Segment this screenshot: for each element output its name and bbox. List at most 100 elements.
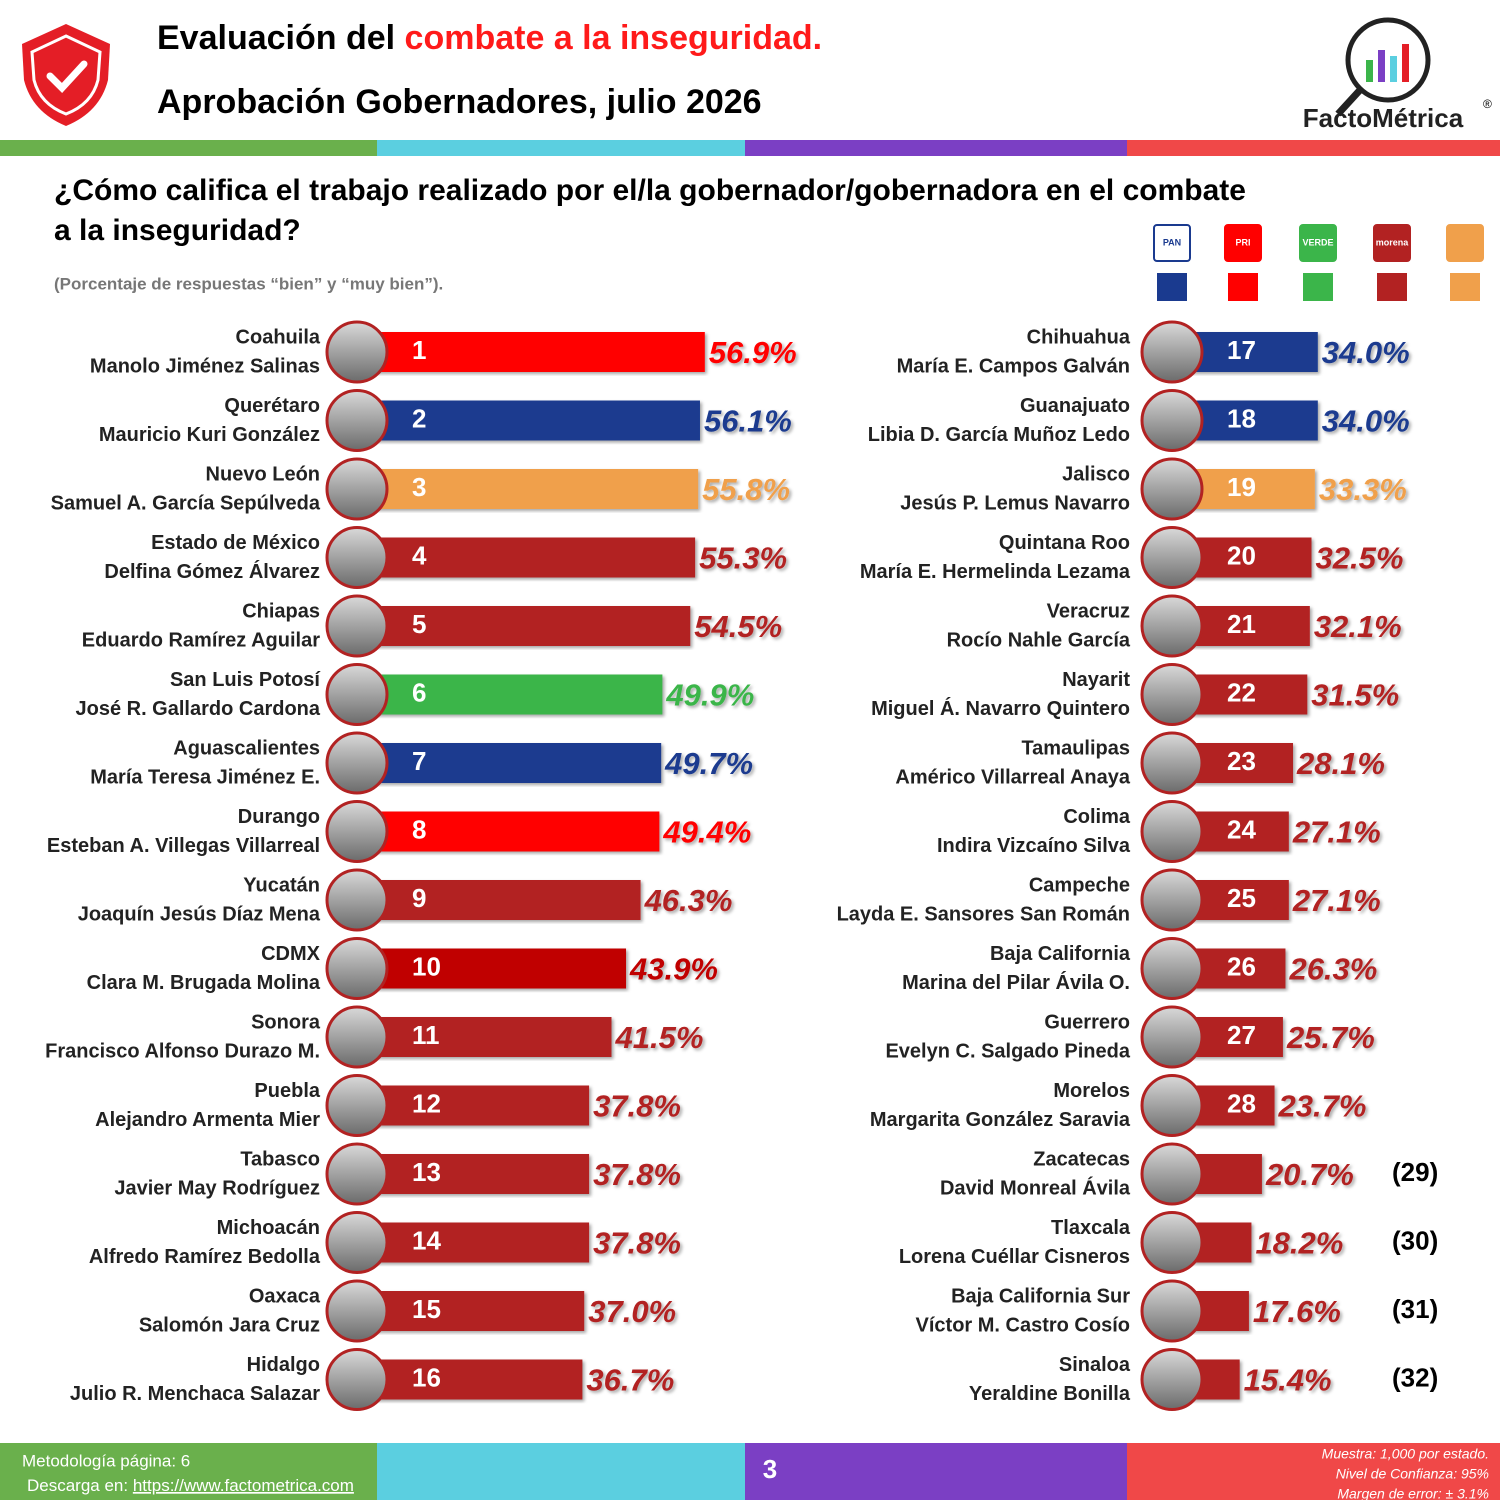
rank-label: 8 <box>412 814 426 844</box>
governor-label: Rocío Nahle García <box>947 629 1131 651</box>
governor-label: Delfina Gómez Álvarez <box>104 560 320 583</box>
party-logo <box>1299 224 1337 262</box>
download-label: Descarga en: <box>27 1476 133 1495</box>
title-start: Evaluación del <box>157 19 405 57</box>
photo <box>1140 594 1204 658</box>
state-label: Oaxaca <box>249 1285 321 1307</box>
governor-label: David Monreal Ávila <box>940 1176 1131 1199</box>
photo <box>1140 457 1204 521</box>
value-label: 49.4% <box>662 815 751 850</box>
rank-label: 3 <box>412 472 426 502</box>
photo <box>325 594 389 658</box>
photo <box>1140 389 1204 452</box>
rank-label: 25 <box>1227 883 1256 913</box>
photo <box>325 1005 389 1069</box>
photo <box>325 1279 389 1343</box>
value-label: 27.1% <box>1292 815 1381 850</box>
photo <box>1140 800 1204 863</box>
download-text: Descarga en: https://www.factometrica.co… <box>27 1476 354 1495</box>
bar <box>360 674 663 715</box>
legend-swatch <box>1377 273 1407 301</box>
rank-label: 2 <box>412 403 426 433</box>
photo <box>325 868 389 932</box>
bar <box>360 880 641 920</box>
legend-swatch <box>1303 273 1333 301</box>
state-label: Tabasco <box>240 1148 320 1170</box>
state-label: Coahuila <box>236 326 321 348</box>
photo <box>325 937 389 1000</box>
photo <box>1140 1279 1204 1343</box>
state-label: Baja California <box>990 943 1131 965</box>
value-label: 20.7% <box>1265 1157 1354 1192</box>
rank-label: 27 <box>1227 1020 1256 1050</box>
value-label: 25.7% <box>1286 1020 1375 1055</box>
photo <box>1140 1348 1204 1411</box>
rank-label: 14 <box>412 1225 441 1255</box>
value-label: 15.4% <box>1244 1363 1332 1398</box>
governor-label: Yeraldine Bonilla <box>969 1383 1131 1405</box>
state-label: Guanajuato <box>1020 395 1130 417</box>
value-label: 36.7% <box>586 1363 674 1398</box>
top-stripe <box>0 140 1500 156</box>
value-label: 37.0% <box>588 1294 676 1329</box>
party-logo-text: PRI <box>1235 237 1250 247</box>
state-label: Chihuahua <box>1027 326 1131 348</box>
photo <box>325 663 389 726</box>
rank-label: 9 <box>412 883 426 913</box>
state-label: Chiapas <box>242 600 320 622</box>
title: Evaluación del combate a la inseguridad. <box>157 19 822 57</box>
governor-label: Margarita González Saravia <box>870 1109 1131 1131</box>
state-label: Baja California Sur <box>951 1285 1130 1307</box>
state-label: Yucatán <box>243 874 320 896</box>
rank-label: 24 <box>1227 814 1256 844</box>
governor-label: Julio R. Menchaca Salazar <box>70 1383 320 1405</box>
photo <box>325 731 389 795</box>
sample-note: Margen de error: ± 3.1% <box>1337 1486 1489 1500</box>
value-label: 31.5% <box>1311 678 1399 713</box>
sample-note: Nivel de Confianza: 95% <box>1336 1466 1489 1482</box>
state-label: San Luis Potosí <box>170 669 321 691</box>
download-url[interactable]: https://www.factometrica.com <box>133 1476 354 1495</box>
value-label: 56.1% <box>704 404 792 439</box>
state-label: Tamaulipas <box>1021 737 1130 759</box>
bar <box>360 1291 585 1331</box>
rank-label: 23 <box>1227 746 1256 776</box>
photo <box>1140 663 1204 726</box>
bar <box>360 469 699 509</box>
rank-label: 16 <box>412 1362 441 1392</box>
party-logo-text: morena <box>1376 237 1410 247</box>
state-label: Veracruz <box>1047 600 1130 622</box>
photo <box>325 1348 389 1411</box>
governor-label: Alfredo Ramírez Bedolla <box>89 1246 321 1268</box>
state-label: Hidalgo <box>247 1354 320 1376</box>
photo <box>325 1074 389 1137</box>
bar <box>360 811 660 852</box>
party-logo <box>1224 224 1262 262</box>
governor-label: Lorena Cuéllar Cisneros <box>899 1246 1130 1268</box>
photo <box>325 526 389 589</box>
governor-label: Javier May Rodríguez <box>114 1177 320 1199</box>
governor-label: Evelyn C. Salgado Pineda <box>885 1040 1130 1062</box>
governor-label: Samuel A. García Sepúlveda <box>51 492 321 514</box>
bar <box>360 400 700 441</box>
value-label: 32.1% <box>1314 609 1402 644</box>
value-label: 49.9% <box>665 678 754 713</box>
photo <box>1140 1005 1204 1069</box>
value-label: 27.1% <box>1292 883 1381 918</box>
legend-swatch <box>1157 273 1187 301</box>
governor-label: Américo Villarreal Anaya <box>895 766 1130 788</box>
rank-label: 28 <box>1227 1088 1256 1118</box>
value-label: 33.3% <box>1319 472 1407 507</box>
rank-label: 19 <box>1227 472 1256 502</box>
state-label: Puebla <box>254 1080 320 1102</box>
bar <box>360 1222 590 1263</box>
governor-label: Indira Vizcaíno Silva <box>937 835 1131 857</box>
governor-label: José R. Gallardo Cardona <box>75 698 320 720</box>
bar <box>360 1154 590 1194</box>
photo <box>1140 526 1204 589</box>
registered-mark: ® <box>1483 97 1492 111</box>
question-line: ¿Cómo califica el trabajo realizado por … <box>54 174 1246 207</box>
party-logo-text: PAN <box>1163 237 1181 247</box>
rank-label: 10 <box>412 951 441 981</box>
party-logo-text: VERDE <box>1302 237 1333 247</box>
